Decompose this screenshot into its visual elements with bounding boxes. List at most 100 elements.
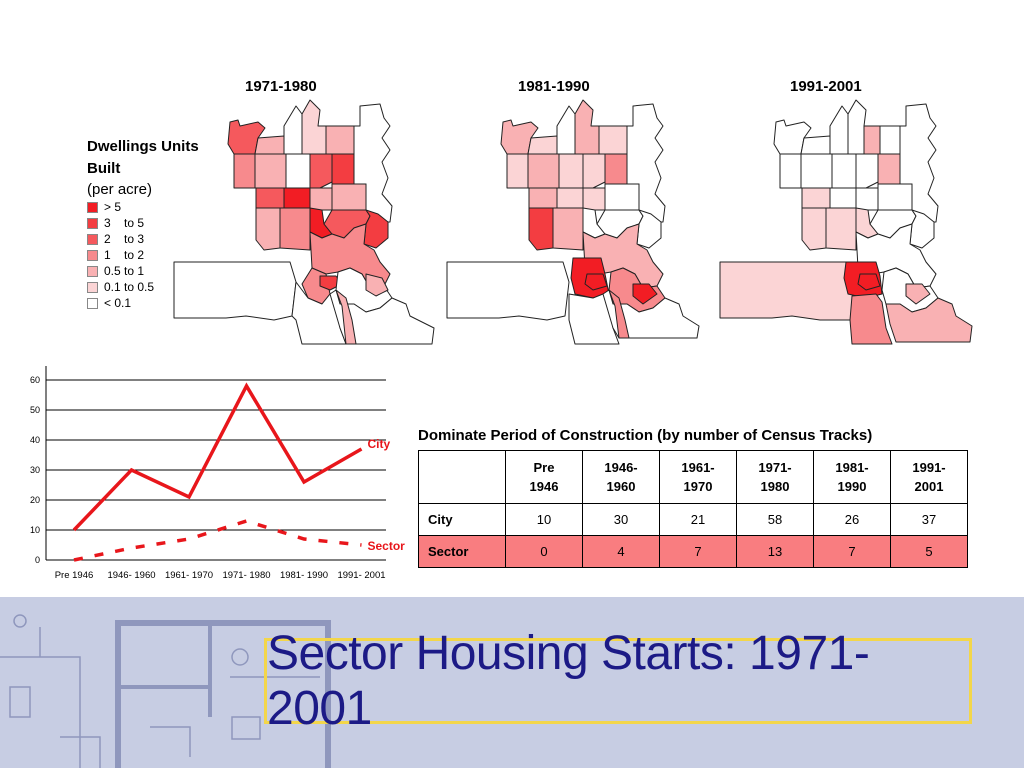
legend-label: 0.5 to 1	[104, 264, 145, 278]
tract	[446, 261, 570, 321]
tract	[528, 207, 554, 251]
tract	[500, 119, 539, 155]
legend-label: < 0.1	[104, 296, 132, 310]
tract	[857, 273, 881, 291]
line-chart: 0 10 20 30 40 50 60 Pre 1946 1946- 1960 1961- 19…	[30, 366, 406, 581]
row-label-sector: Sector	[418, 535, 506, 568]
x-tick-label: 1971- 1980	[222, 570, 270, 581]
tract	[325, 125, 355, 155]
tract	[582, 153, 606, 189]
tract	[528, 187, 558, 209]
x-tick-label: 1961- 1970	[165, 570, 213, 581]
legend-subtitle: (per acre)	[87, 181, 153, 198]
tract	[604, 153, 628, 185]
tract	[831, 153, 857, 189]
legend-item: 3 to 5	[87, 215, 207, 231]
map-title-1981-1990: 1981-1990	[518, 78, 590, 95]
tract	[719, 261, 855, 321]
title-banner	[0, 597, 1024, 768]
tract	[255, 207, 281, 251]
tract	[800, 153, 833, 189]
x-tick-label: 1981- 1990	[280, 570, 328, 581]
table-header-label: Pre 1946	[529, 460, 559, 494]
legend-item: 0.5 to 1	[87, 263, 207, 279]
table-header-cell: 1961- 1970	[659, 450, 737, 504]
tract	[335, 289, 357, 345]
chart-series-labels: City Sector	[368, 437, 406, 553]
table-header-label: 1961- 1970	[681, 460, 715, 494]
table-title: Dominate Period of Construction (by numb…	[418, 427, 873, 444]
legend-items: > 5 3 to 5 2 to 3 1 to 2 0.5 to 1 0.1 to 0.5 <…	[87, 199, 207, 311]
tract	[574, 99, 600, 155]
tract	[227, 119, 266, 155]
tract	[636, 209, 662, 249]
series-line-sector	[73, 519, 362, 562]
tract	[598, 125, 628, 155]
y-tick-label: 20	[30, 495, 40, 505]
y-tick-label: 40	[30, 435, 40, 445]
tract	[632, 283, 658, 305]
tract	[309, 223, 391, 289]
tract	[309, 187, 333, 211]
table-header-cell: Pre 1946	[505, 450, 583, 504]
tract	[825, 207, 857, 251]
tract	[365, 273, 389, 297]
legend-swatch	[87, 297, 98, 309]
tract	[849, 293, 893, 345]
y-tick-label: 60	[30, 375, 40, 385]
tract	[552, 207, 584, 251]
table-header-cell: 1971- 1980	[736, 450, 814, 504]
tract	[353, 103, 393, 223]
tract	[582, 187, 606, 211]
legend-item: < 0.1	[87, 295, 207, 311]
tract	[800, 135, 831, 155]
tract	[283, 187, 311, 209]
tract	[863, 125, 881, 155]
chart-y-tick-labels: 0 10 20 30 40 50 60	[30, 375, 40, 565]
table-cell: 58	[736, 503, 814, 536]
tract	[283, 105, 303, 155]
table-header-label: 1971- 1980	[758, 460, 792, 494]
legend-swatch	[87, 265, 98, 277]
tract	[626, 103, 666, 223]
tract	[233, 153, 256, 189]
tract	[773, 119, 812, 155]
tract	[255, 187, 285, 209]
tract	[779, 153, 802, 189]
tract	[608, 289, 630, 339]
chart-x-tick-labels: Pre 1946 1946- 1960 1961- 1970 1971- 1980 19…	[55, 570, 386, 581]
tract	[909, 209, 935, 249]
legend-swatch	[87, 201, 98, 213]
table-cell: 21	[659, 503, 737, 536]
chart-series	[72, 382, 363, 562]
table-cell: 30	[582, 503, 660, 536]
map-title-1991-2001: 1991-2001	[790, 78, 862, 95]
y-tick-label: 30	[30, 465, 40, 475]
legend-swatch	[87, 281, 98, 293]
tract	[527, 153, 560, 189]
series-label-city: City	[368, 437, 391, 451]
tract	[604, 183, 640, 211]
legend-swatch	[87, 249, 98, 261]
table-row-city: City 10 30 21 58 26 37	[418, 503, 968, 536]
table-header-label: 1946- 1960	[604, 460, 638, 494]
legend-item: 1 to 2	[87, 247, 207, 263]
tract	[905, 283, 931, 305]
series-line-city	[72, 382, 363, 532]
x-tick-label: 1991- 2001	[337, 570, 385, 581]
table-row-sector: Sector 0 4 7 13 7 5	[418, 535, 968, 568]
tract	[363, 209, 389, 249]
tract	[285, 153, 311, 189]
legend-label: 0.1 to 0.5	[104, 280, 155, 294]
map-1981-1990	[446, 99, 700, 345]
legend-label: > 5	[104, 200, 122, 214]
slide-title-box: Sector Housing Starts: 1971-2001	[264, 627, 972, 735]
tract	[829, 187, 857, 209]
y-tick-label: 10	[30, 525, 40, 535]
series-label-sector: Sector	[368, 539, 406, 553]
table-header-row: Pre 1946 1946- 1960 1961- 1970 1971- 198…	[418, 450, 968, 504]
tract	[331, 153, 355, 185]
table-cell: 0	[505, 535, 583, 568]
tract	[877, 183, 913, 211]
table-cell: 10	[505, 503, 583, 536]
